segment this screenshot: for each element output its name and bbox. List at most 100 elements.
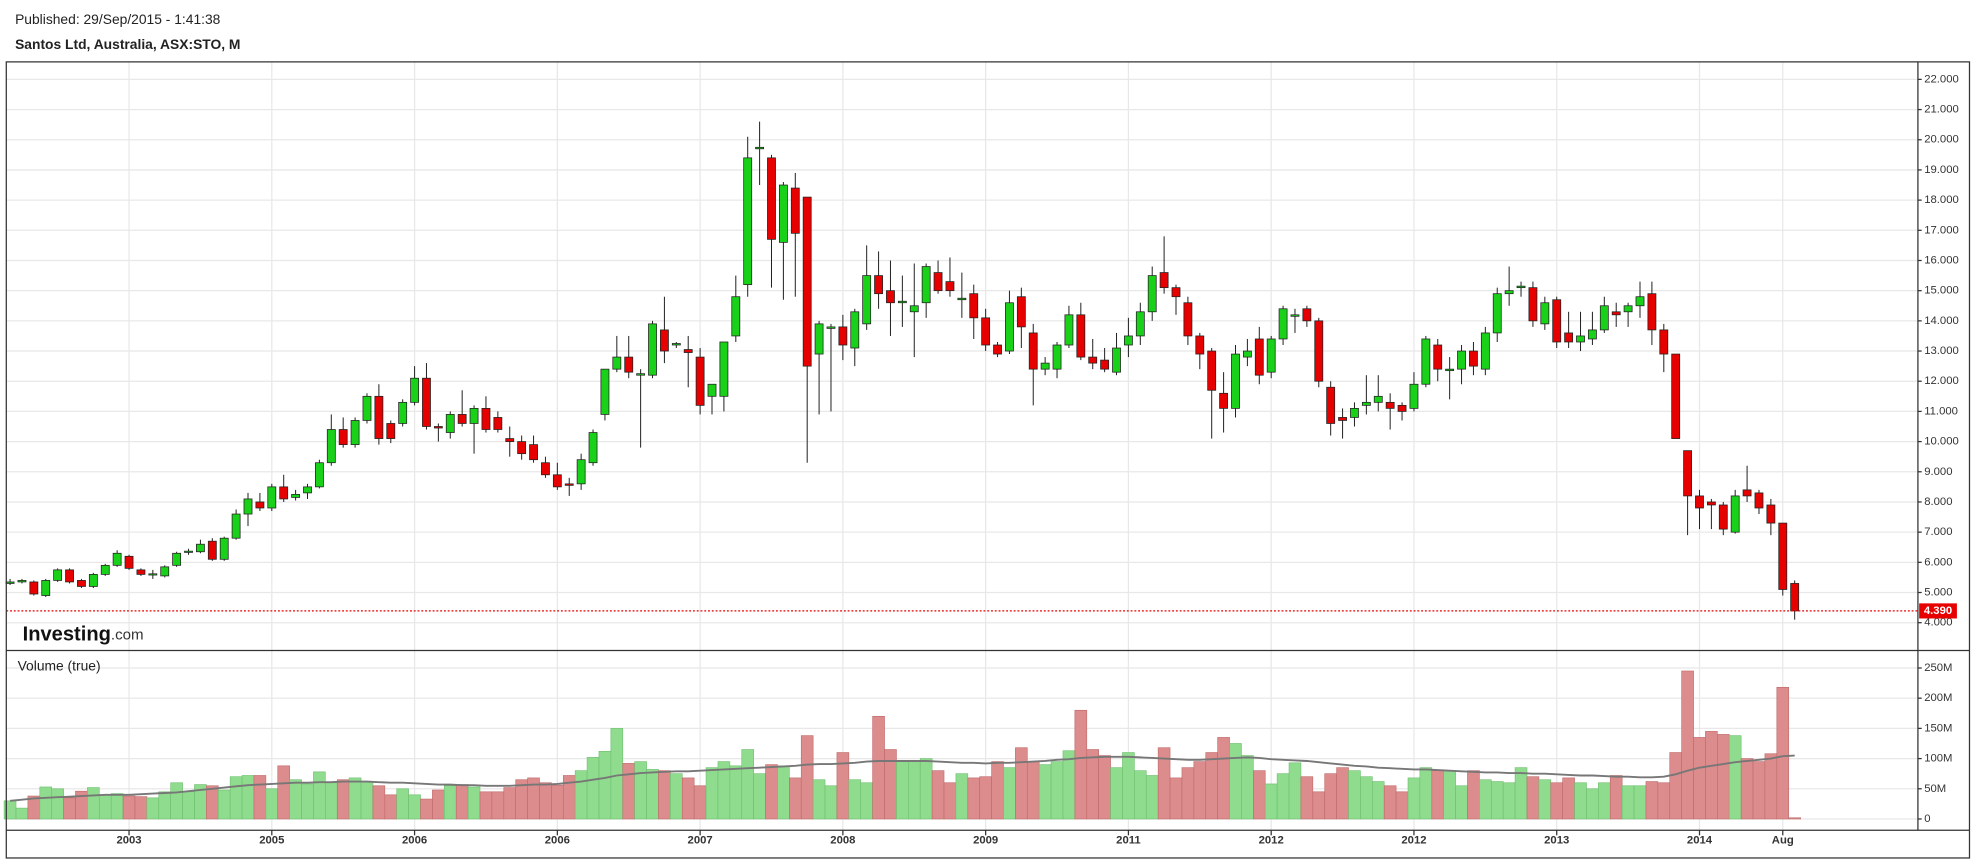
candle-body [1742,489,1752,497]
x-tick-label: 2006 [402,834,427,846]
volume-bar [884,749,897,820]
candle-body [1088,356,1098,364]
volume-bar [943,782,957,820]
candle-body [802,196,812,367]
candle-body [1516,285,1526,289]
volume-bar [919,758,933,820]
candle-body [386,423,396,439]
candle-body [1005,302,1014,352]
candle-body [552,474,562,488]
volume-bar [253,775,267,820]
y-tick-label: 7.000 [1924,526,1952,538]
candle-body [77,580,86,587]
volume-bar [1490,781,1504,820]
candle-body [790,187,800,234]
y-tick-label: 11.000 [1924,405,1958,417]
candle-body [398,401,408,424]
volume-bar [217,789,231,820]
candle-body [338,429,348,445]
volume-bar [931,770,945,820]
volume-bar [1312,791,1326,820]
volume-bar [1574,782,1587,820]
candle-body [1373,395,1383,403]
volume-bar [63,797,76,820]
candle-body [124,555,134,569]
volume-bar [1526,776,1540,820]
volume-bar [1241,755,1254,820]
volume-bar [122,795,136,820]
y-tick-label: 20.000 [1924,134,1959,146]
candle-body [1040,362,1050,370]
volume-bar [955,773,969,820]
candle-body [291,494,301,498]
candle-body [433,426,443,429]
candle-body [303,486,312,494]
candle-body [981,317,991,346]
candle-body [469,408,479,424]
volume-bar [1598,782,1611,820]
volume-bar [800,735,814,820]
volume-bar [1717,734,1730,820]
x-tick-label: 2008 [830,834,855,846]
volume-bar [670,773,683,820]
y-tick-label: 10.000 [1924,436,1959,448]
volume-bar [908,761,921,820]
volume-bar [1348,770,1361,820]
candle-body [231,513,241,539]
candle-body [326,429,336,464]
y-tick-label: 200M [1924,692,1952,704]
candle-body [1695,495,1704,509]
volume-bar [146,797,160,820]
volume-bar [1693,737,1706,820]
frame [5,61,1971,859]
volume-bar [1336,767,1349,820]
candle-body [874,275,883,295]
volume-bar [1015,747,1028,820]
volume-bar [812,779,826,820]
candle-body [1480,332,1490,370]
candle-body [1147,275,1157,313]
volume-bar [348,777,362,820]
volume-bar [1205,752,1218,820]
volume-bar [1705,731,1718,820]
x-tick-label: 2014 [1687,834,1713,846]
candle-body [588,432,598,464]
logo: Investing.com [23,624,144,646]
volume-bar [229,776,243,820]
candle-body [1635,296,1645,307]
volume-bar [1681,670,1694,820]
volume-bar [1788,817,1801,820]
candle-body [1433,344,1443,370]
candle-body [184,550,193,553]
candle-body [695,356,705,406]
volume-bar [598,751,612,820]
y-tick-label: 17.000 [1924,224,1959,236]
candle-body [88,574,98,587]
candle-body [481,408,491,430]
volume-bar [1764,753,1778,820]
volume-bar [1752,761,1766,820]
candle-body [719,341,729,397]
volume-bar [681,777,695,820]
y-tick-label: 14.000 [1924,315,1959,327]
y-tick-label: 12.000 [1924,375,1959,387]
volume-bar [824,785,838,820]
logo-name: Investing [23,624,111,646]
y-tick-label: 15.000 [1924,285,1959,297]
volume-bar [1621,785,1635,820]
candle-body [743,157,753,286]
candle-body [1409,383,1419,409]
volume-bar [1003,767,1016,820]
candle-body [683,349,693,353]
candle-body [207,540,217,560]
volume-bar [206,785,219,820]
candle-body [314,462,324,488]
volume-bar [705,767,719,820]
candle-body [1564,332,1574,343]
published: Published: 29/Sep/2015 - 1:41:38 [15,11,221,27]
volume-bar [170,782,183,820]
volume-bar [1740,758,1754,820]
candle-body [1278,308,1288,340]
volume-bar [1253,770,1266,820]
candle-body [65,569,74,583]
